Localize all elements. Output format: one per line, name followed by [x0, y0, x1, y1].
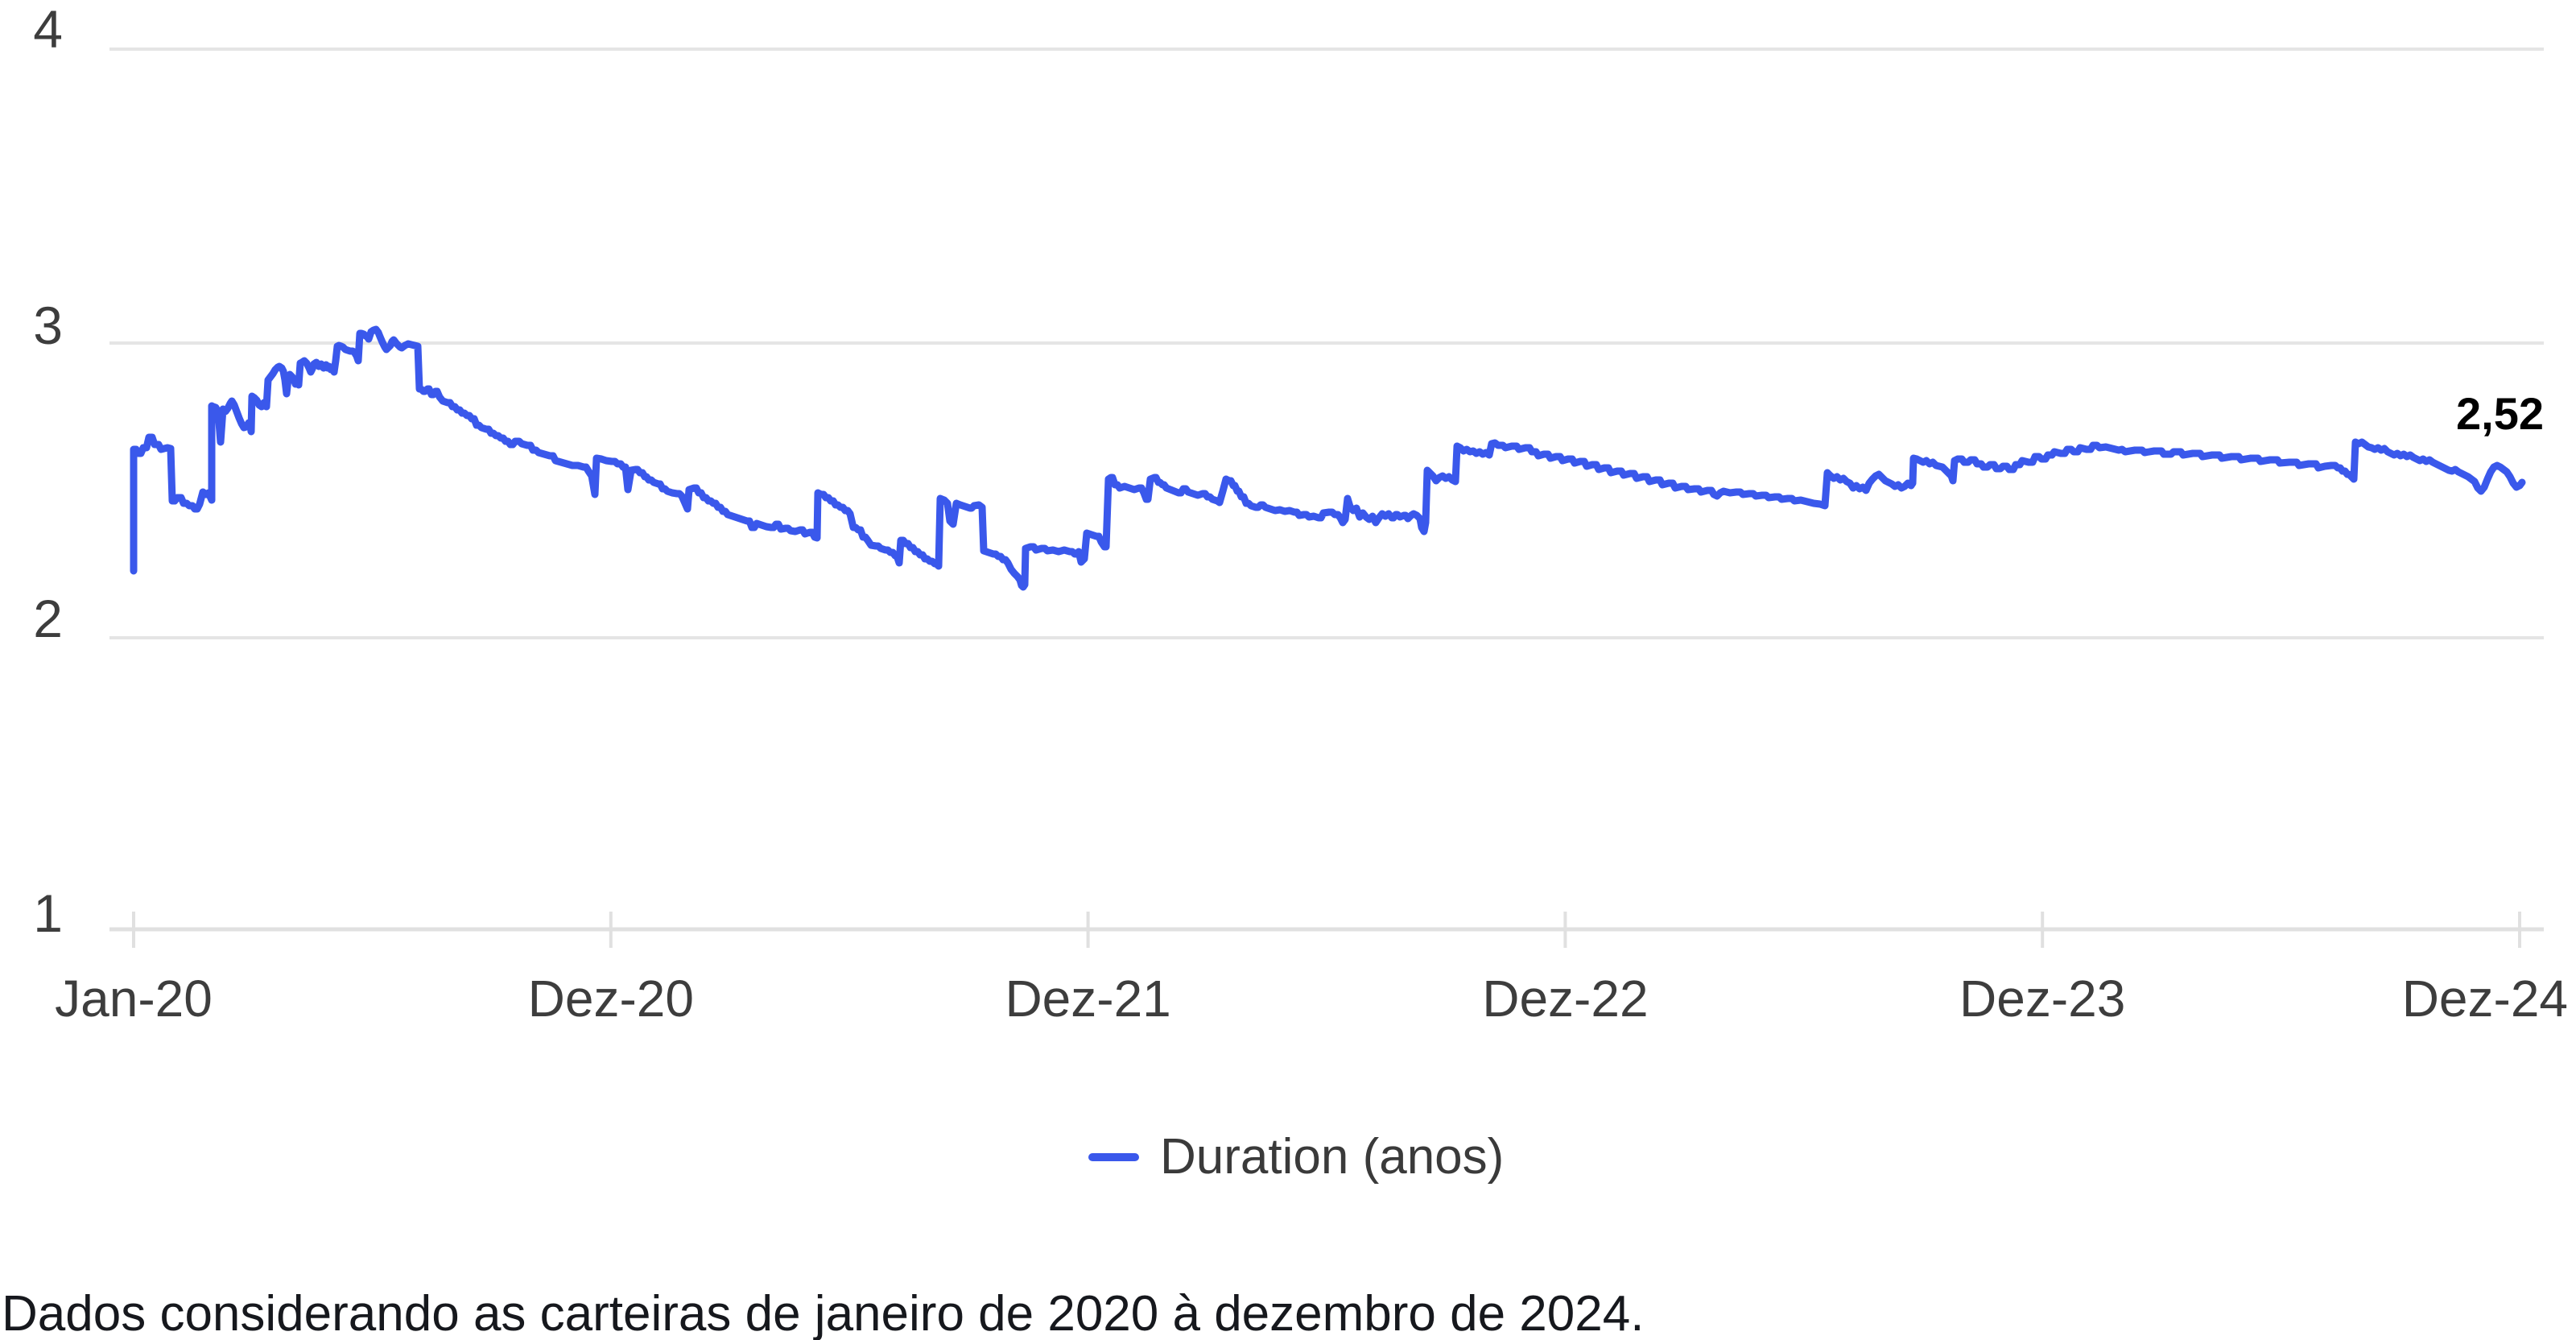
- svg-text:Dez-23: Dez-23: [1959, 970, 2125, 1028]
- svg-text:Dez-22: Dez-22: [1482, 970, 1648, 1028]
- svg-text:3: 3: [33, 296, 63, 355]
- svg-text:Jan-20: Jan-20: [55, 970, 213, 1028]
- svg-text:Dados considerando as carteira: Dados considerando as carteiras de janei…: [2, 1286, 1644, 1340]
- svg-text:Dez-24: Dez-24: [2402, 970, 2568, 1028]
- svg-text:Dez-21: Dez-21: [1005, 970, 1170, 1028]
- svg-text:2,52: 2,52: [2456, 388, 2544, 439]
- svg-text:2: 2: [33, 589, 63, 648]
- svg-text:Duration (anos): Duration (anos): [1160, 1129, 1504, 1185]
- svg-text:4: 4: [33, 0, 63, 59]
- svg-text:Dez-20: Dez-20: [528, 970, 694, 1028]
- svg-text:1: 1: [33, 883, 63, 943]
